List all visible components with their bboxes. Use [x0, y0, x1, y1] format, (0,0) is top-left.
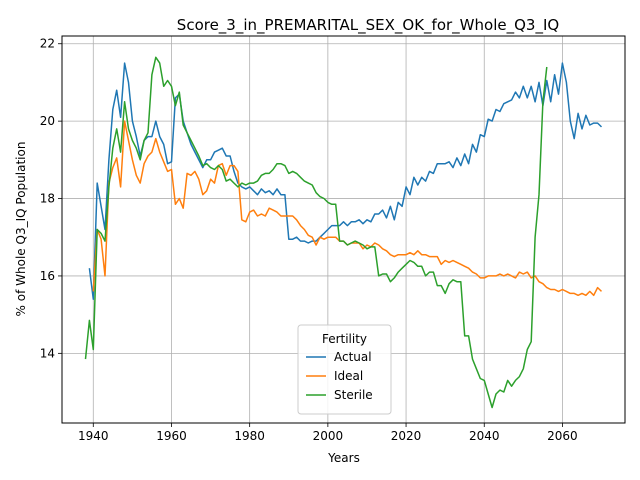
y-tick-label: 18 [40, 192, 55, 206]
y-tick-label: 16 [40, 269, 55, 283]
x-tick-label: 2000 [313, 429, 344, 443]
x-tick-label: 2060 [547, 429, 578, 443]
x-tick-label: 1940 [78, 429, 109, 443]
y-axis-label: % of Whole Q3_IQ Population [14, 142, 28, 317]
x-tick-label: 1980 [234, 429, 265, 443]
x-tick-label: 1960 [156, 429, 187, 443]
x-tick-label: 2020 [391, 429, 422, 443]
y-tick-label: 22 [40, 37, 55, 51]
x-axis-label: Years [327, 451, 360, 465]
y-tick-label: 14 [40, 346, 55, 360]
legend-title: Fertility [322, 332, 367, 346]
y-tick-label: 20 [40, 114, 55, 128]
legend: Fertility Actual Ideal Sterile [298, 325, 391, 414]
legend-label-sterile: Sterile [334, 388, 373, 402]
x-tick-label: 2040 [469, 429, 500, 443]
legend-label-actual: Actual [334, 350, 372, 364]
legend-label-ideal: Ideal [334, 369, 363, 383]
chart-title: Score_3_in_PREMARITAL_SEX_OK_for_Whole_Q… [177, 16, 559, 35]
